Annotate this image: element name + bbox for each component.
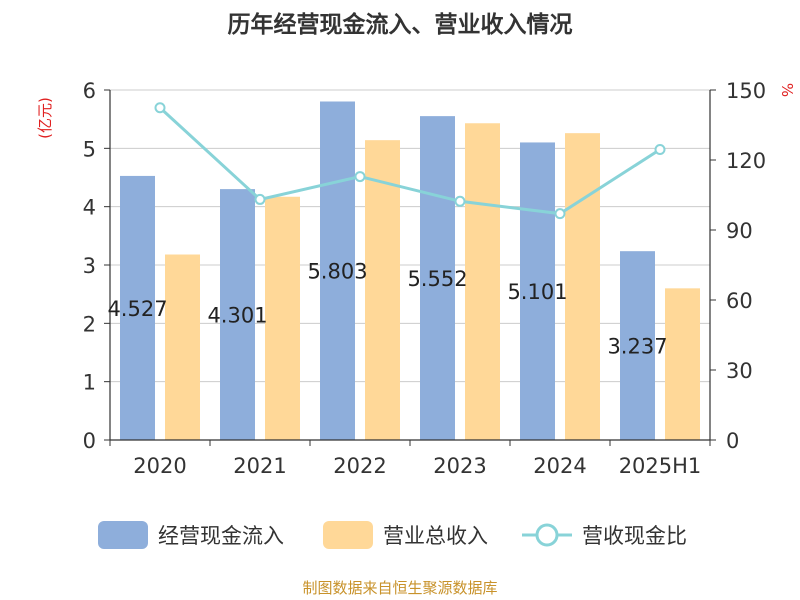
left-tick-label: 2 xyxy=(83,312,96,336)
right-tick-label: 150 xyxy=(726,79,766,103)
bar-cash-inflow xyxy=(420,116,455,440)
left-tick-label: 1 xyxy=(83,371,96,395)
right-tick-label: 120 xyxy=(726,149,766,173)
bar-cash-inflow xyxy=(120,175,155,441)
line-series xyxy=(154,102,666,220)
bar-revenue xyxy=(365,140,400,440)
bar-revenue xyxy=(665,288,700,440)
data-label-cash-inflow: 5.803 xyxy=(307,260,367,284)
bar-revenue xyxy=(165,254,200,440)
right-tick-label: 30 xyxy=(726,359,753,383)
x-tick-label: 2024 xyxy=(533,454,586,478)
legend-label-revenue: 营业总收入 xyxy=(383,524,488,548)
legend-marker-ratio xyxy=(535,523,559,547)
point-ratio xyxy=(354,171,366,183)
data-label-cash-inflow: 3.237 xyxy=(607,335,667,359)
legend-label-cash-inflow: 经营现金流入 xyxy=(158,524,284,548)
x-tick-label: 2023 xyxy=(433,454,486,478)
data-label-cash-inflow: 5.552 xyxy=(407,267,467,291)
bar-revenue xyxy=(565,133,600,440)
right-tick-label: 90 xyxy=(726,219,753,243)
bar-cash-inflow xyxy=(220,189,255,440)
bar-revenue xyxy=(465,123,500,440)
point-ratio xyxy=(554,208,566,220)
x-tick-label: 2025H1 xyxy=(619,454,702,478)
left-tick-label: 0 xyxy=(83,429,96,453)
legend: 经营现金流入 营业总收入 营收现金比 xyxy=(98,521,687,549)
chart-title: 历年经营现金流入、营业收入情况 xyxy=(228,11,573,38)
bars xyxy=(120,101,700,441)
data-label-cash-inflow: 4.301 xyxy=(207,304,267,328)
bar-revenue xyxy=(265,196,300,440)
left-tick-label: 6 xyxy=(83,79,96,103)
right-tick-label: 60 xyxy=(726,289,753,313)
point-ratio xyxy=(654,144,666,155)
bar-cash-inflow xyxy=(620,251,655,440)
point-ratio xyxy=(254,193,266,205)
right-tick-label: 0 xyxy=(726,429,739,453)
line-ratio xyxy=(158,106,661,216)
point-ratio xyxy=(454,195,466,207)
data-label-cash-inflow: 5.101 xyxy=(507,280,567,304)
legend-swatch-revenue xyxy=(323,521,373,549)
left-tick-label: 3 xyxy=(83,254,96,278)
left-axis-label: (亿元) xyxy=(36,97,54,139)
point-ratio xyxy=(154,102,166,114)
bar-cash-inflow xyxy=(320,101,355,440)
legend-swatch-cash-inflow xyxy=(98,521,148,549)
left-tick-label: 5 xyxy=(83,137,96,161)
bar-cash-inflow xyxy=(520,142,555,441)
x-tick-label: 2020 xyxy=(133,454,186,478)
source-note: 制图数据来自恒生聚源数据库 xyxy=(302,579,497,597)
data-labels: 4.527 4.301 5.803 5.552 5.101 3.237 xyxy=(107,260,667,359)
x-tick-label: 2022 xyxy=(333,454,386,478)
x-tick-label: 2021 xyxy=(233,454,286,478)
gridlines xyxy=(110,89,710,383)
legend-item-ratio[interactable]: 营收现金比 xyxy=(522,523,687,548)
left-tick-label: 4 xyxy=(83,196,96,220)
data-label-cash-inflow: 4.527 xyxy=(107,297,167,321)
legend-item-cash-inflow[interactable]: 经营现金流入 xyxy=(98,521,284,549)
right-axis-label: % xyxy=(778,83,796,97)
legend-label-ratio: 营收现金比 xyxy=(582,524,687,548)
legend-item-revenue[interactable]: 营业总收入 xyxy=(323,521,488,549)
